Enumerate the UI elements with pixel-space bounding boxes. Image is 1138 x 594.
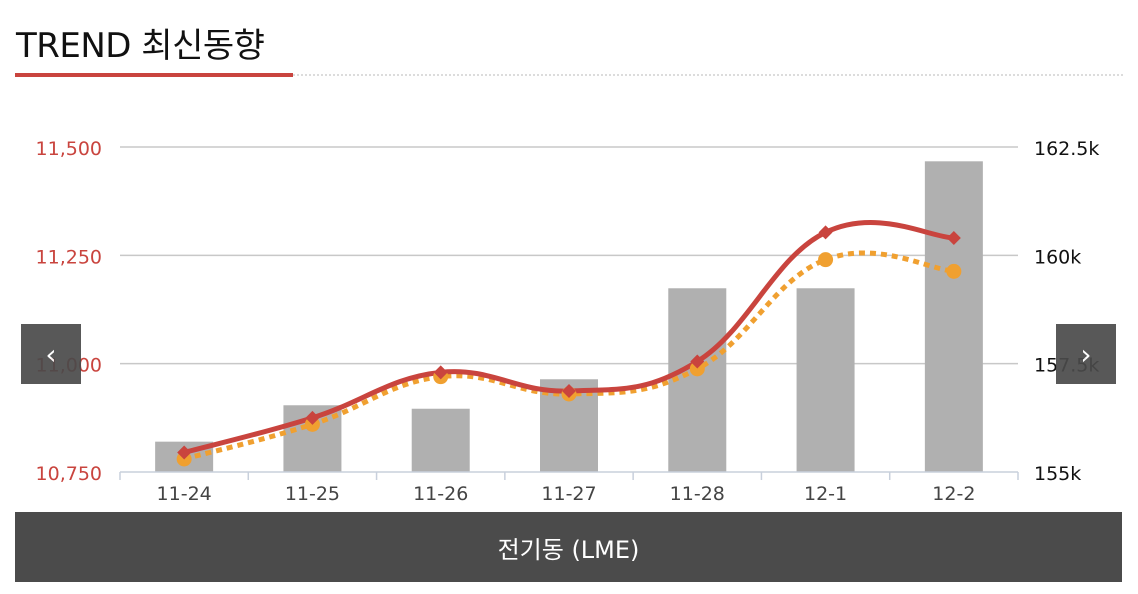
bar — [924, 161, 983, 473]
x-tick-label: 11-27 — [541, 483, 596, 505]
x-tick-label: 12-2 — [932, 483, 975, 505]
right-tick-label: 155k — [1034, 463, 1081, 485]
bars — [155, 161, 983, 473]
left-tick-label: 10,750 — [36, 463, 102, 485]
chart-caption: 전기동 (LME) — [497, 535, 640, 564]
left-tick-label: 11,500 — [36, 138, 102, 160]
chevron-left-icon[interactable]: ‹ — [21, 324, 81, 384]
solid-series-point — [433, 365, 448, 380]
chart-caption-bar: 전기동 (LME) — [15, 512, 1122, 582]
next-glyph: › — [1080, 337, 1092, 371]
x-tick-label: 11-26 — [413, 483, 468, 505]
solid-series-point — [305, 410, 320, 425]
bar — [796, 288, 855, 472]
dotted-series-point — [818, 252, 834, 268]
right-tick-label: 160k — [1034, 246, 1081, 268]
solid-series-point — [562, 383, 576, 398]
x-tick-label: 11-28 — [670, 483, 725, 505]
title-divider — [293, 74, 1123, 76]
dotted-series-point — [689, 361, 705, 377]
chevron-right-icon[interactable]: › — [1056, 324, 1116, 384]
title-underline — [15, 73, 293, 77]
grid-lines — [120, 146, 1018, 365]
bar — [411, 408, 470, 472]
x-tick-label: 11-25 — [285, 483, 340, 505]
solid-series-point — [177, 445, 192, 460]
solid-series-point — [946, 231, 961, 245]
left-tick-label: 11,250 — [36, 246, 102, 268]
markers — [176, 225, 962, 467]
header: TREND 최신동향 — [0, 0, 1138, 80]
trend-chart: 10,75011,00011,25011,500155k157.5k160k16… — [36, 138, 1100, 505]
x-tick-label: 11-24 — [157, 483, 212, 505]
x-tick-label: 12-1 — [804, 483, 847, 505]
solid-series-point — [818, 225, 833, 240]
x-axis — [119, 471, 1019, 480]
dotted-series-point — [946, 263, 962, 279]
prev-glyph: ‹ — [45, 337, 57, 371]
solid-series-point — [690, 354, 705, 369]
page-title: TREND 최신동향 — [16, 26, 265, 66]
right-tick-label: 162.5k — [1034, 138, 1099, 160]
